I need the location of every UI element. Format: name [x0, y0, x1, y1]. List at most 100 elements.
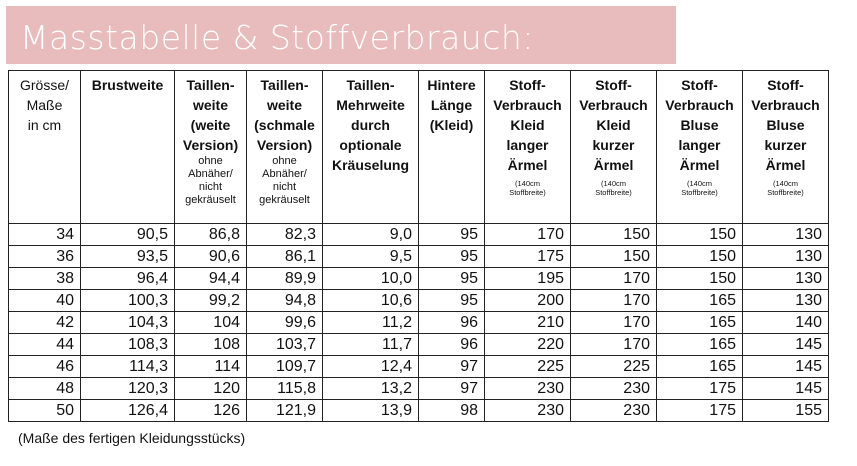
value-cell: 220 [484, 333, 571, 356]
value-cell: 130 [742, 289, 829, 312]
header-note-line: gekräuselt [259, 194, 310, 206]
value-cell: 130 [742, 267, 829, 290]
table-row: 48 120,3 120 115,8 13,2 97 230 230 175 145 [8, 377, 829, 400]
value-cell: 210 [484, 311, 571, 334]
header-line: Grösse/ [19, 77, 69, 93]
header-fabric-width-note: (140cm [514, 179, 540, 188]
header-line: Stoff- [595, 77, 632, 93]
column-header-0: Grösse/Maße in cm [8, 70, 81, 224]
value-cell: 108,3 [80, 333, 175, 356]
value-cell: 145 [742, 333, 829, 356]
value-cell: 170 [570, 289, 657, 312]
table-row: 44 108,3 108 103,7 11,7 96 220 170 165 145 [8, 333, 829, 356]
value-cell: 90,6 [174, 245, 247, 268]
value-cell: 120,3 [80, 377, 175, 400]
header-line: Taillen- [346, 77, 395, 93]
table-row: 40 100,3 99,2 94,8 10,6 95 200 170 165 130 [8, 289, 829, 312]
value-cell: 130 [742, 245, 829, 268]
header-fabric-width-note: Stoffbreite) [509, 188, 546, 197]
value-cell: 97 [418, 355, 485, 378]
column-header-5: Hintere Länge (Kleid) [418, 70, 485, 224]
value-cell: 10,0 [322, 267, 419, 290]
table-row: 38 96,4 94,4 89,9 10,0 95 195 170 150 130 [8, 267, 829, 290]
size-table: Grösse/Maße in cm Brustweite Taillen-weite (… [8, 70, 829, 422]
value-cell: 140 [742, 311, 829, 334]
value-cell: 165 [656, 289, 743, 312]
header-fabric-width-note: Stoffbreite) [767, 188, 804, 197]
header-line: (schmale [254, 117, 315, 133]
column-header-8: Stoff- Verbrauch Bluse langer Ärmel (140cm Sto… [656, 70, 743, 224]
header-line: langer [506, 137, 549, 153]
value-cell: 97 [418, 377, 485, 400]
header-note-line: Abnäher/ [188, 168, 233, 180]
table-body: 34 90,5 86,8 82,3 9,0 95 170 150 150 130 36 93,5 90,… [8, 223, 829, 422]
value-cell: 230 [484, 377, 571, 400]
header-line: Stoff- [681, 77, 718, 93]
header-line: Kleid [510, 117, 545, 133]
header-note-line: ohne [198, 155, 223, 167]
header-note-line: nicht [272, 181, 297, 193]
value-cell: 230 [570, 399, 657, 422]
value-cell: 230 [484, 399, 571, 422]
value-cell: 95 [418, 245, 485, 268]
value-cell: 99,6 [246, 311, 323, 334]
header-line: Brustweite [91, 77, 164, 93]
size-cell: 46 [8, 355, 81, 378]
header-line: Stoff- [767, 77, 804, 93]
header-line: kurzer [764, 137, 807, 153]
header-line: Maße [26, 97, 63, 113]
value-cell: 114 [174, 355, 247, 378]
header-fabric-width-note: (140cm [772, 179, 798, 188]
value-cell: 96,4 [80, 267, 175, 290]
value-cell: 11,7 [322, 333, 419, 356]
header-line: Bluse [766, 117, 805, 133]
header-line: Ärmel [593, 157, 634, 173]
header-line: (Kleid) [429, 117, 474, 133]
value-cell: 109,7 [246, 355, 323, 378]
value-cell: 230 [570, 377, 657, 400]
header-line: weite [192, 97, 228, 113]
value-cell: 175 [656, 377, 743, 400]
header-line: langer [678, 137, 721, 153]
value-cell: 170 [570, 333, 657, 356]
size-cell: 50 [8, 399, 81, 422]
title-banner: Masstabelle & Stoffverbrauch: [6, 6, 676, 64]
header-line: Verbrauch [579, 97, 648, 113]
value-cell: 100,3 [80, 289, 175, 312]
value-cell: 170 [484, 223, 571, 246]
header-line: in cm [27, 117, 62, 133]
value-cell: 103,7 [246, 333, 323, 356]
value-cell: 86,8 [174, 223, 247, 246]
size-cell: 36 [8, 245, 81, 268]
header-fabric-width-note: (140cm [600, 179, 626, 188]
size-cell: 40 [8, 289, 81, 312]
table-row: 36 93,5 90,6 86,1 9,5 95 175 150 150 130 [8, 245, 829, 268]
header-row: Grösse/Maße in cm Brustweite Taillen-weite (… [8, 70, 829, 224]
value-cell: 114,3 [80, 355, 175, 378]
header-line: Version) [182, 137, 239, 153]
column-header-2: Taillen-weite (weite Version) ohne Abnäher/n… [174, 70, 247, 224]
value-cell: 225 [570, 355, 657, 378]
value-cell: 10,6 [322, 289, 419, 312]
value-cell: 94,4 [174, 267, 247, 290]
size-cell: 42 [8, 311, 81, 334]
value-cell: 170 [570, 267, 657, 290]
value-cell: 86,1 [246, 245, 323, 268]
header-line: Länge [430, 97, 473, 113]
size-cell: 38 [8, 267, 81, 290]
column-header-4: Taillen- Mehrweite durch optionale Kräuselun… [322, 70, 419, 224]
footnote: (Maße des fertigen Kleidungsstücks) [18, 430, 246, 446]
value-cell: 93,5 [80, 245, 175, 268]
value-cell: 126 [174, 399, 247, 422]
value-cell: 98 [418, 399, 485, 422]
value-cell: 165 [656, 333, 743, 356]
header-line: Ärmel [507, 157, 548, 173]
column-header-9: Stoff- Verbrauch Bluse kurzer Ärmel (140cm Sto… [742, 70, 829, 224]
value-cell: 96 [418, 333, 485, 356]
value-cell: 96 [418, 311, 485, 334]
column-header-6: Stoff- Verbrauch Kleid langer Ärmel (140cm Sto… [484, 70, 571, 224]
header-line: Verbrauch [665, 97, 734, 113]
value-cell: 104 [174, 311, 247, 334]
value-cell: 120 [174, 377, 247, 400]
value-cell: 99,2 [174, 289, 247, 312]
